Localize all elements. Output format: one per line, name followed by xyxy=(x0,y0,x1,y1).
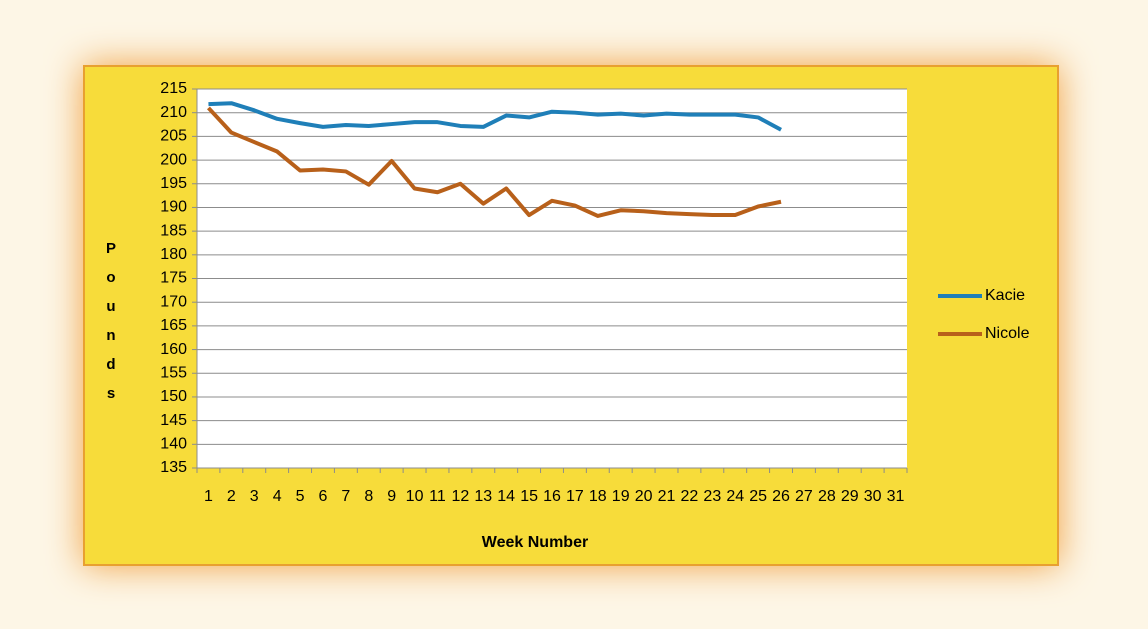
x-tick-label: 9 xyxy=(387,488,396,505)
y-tick-label: 215 xyxy=(160,80,187,97)
y-tick-label: 170 xyxy=(160,293,187,310)
x-tick-label: 10 xyxy=(406,488,424,505)
x-tick-label: 17 xyxy=(566,488,584,505)
x-tick-label: 6 xyxy=(319,488,328,505)
x-tick-label: 7 xyxy=(341,488,350,505)
x-tick-label: 12 xyxy=(451,488,469,505)
x-tick-label: 15 xyxy=(520,488,538,505)
series-line xyxy=(208,101,782,132)
x-tick-label: 27 xyxy=(795,488,813,505)
x-tick-label: 1 xyxy=(204,488,213,505)
x-axis-label: Week Number xyxy=(482,534,588,551)
x-tick-label: 4 xyxy=(273,488,282,505)
x-tick-label: 3 xyxy=(250,488,259,505)
x-tick-label: 11 xyxy=(429,488,446,505)
x-tick-label: 24 xyxy=(726,488,744,505)
x-tick-label: 19 xyxy=(612,488,630,505)
y-tick-label: 160 xyxy=(160,341,187,358)
y-tick-label: 185 xyxy=(160,222,187,239)
y-tick-label: 150 xyxy=(160,388,187,405)
x-tick-label: 16 xyxy=(543,488,561,505)
x-tick-label: 31 xyxy=(887,488,905,505)
x-tick-label: 8 xyxy=(364,488,373,505)
x-tick-label: 18 xyxy=(589,488,607,505)
x-tick-label: 25 xyxy=(749,488,767,505)
x-tick-label: 5 xyxy=(296,488,305,505)
y-tick-label: 140 xyxy=(160,436,187,453)
x-tick-label: 21 xyxy=(658,488,676,505)
x-tick-label: 23 xyxy=(703,488,721,505)
y-tick-label: 195 xyxy=(160,175,187,192)
x-tick-label: 20 xyxy=(635,488,653,505)
legend-label: Kacie xyxy=(985,287,1025,304)
y-tick-label: 155 xyxy=(160,364,187,381)
y-axis-label: Pounds xyxy=(103,240,120,414)
y-tick-label: 200 xyxy=(160,151,187,168)
y-tick-label: 205 xyxy=(160,128,187,145)
x-tick-label: 29 xyxy=(841,488,859,505)
x-tick-label: 2 xyxy=(227,488,236,505)
y-tick-label: 165 xyxy=(160,317,187,334)
y-tick-label: 180 xyxy=(160,246,187,263)
x-tick-label: 22 xyxy=(681,488,699,505)
legend-label: Nicole xyxy=(985,325,1030,342)
x-tick-label: 14 xyxy=(497,488,515,505)
x-tick-label: 26 xyxy=(772,488,790,505)
y-tick-label: 135 xyxy=(160,459,187,476)
series-line xyxy=(206,106,782,218)
y-tick-label: 210 xyxy=(160,104,187,121)
x-tick-label: 28 xyxy=(818,488,836,505)
x-tick-label: 30 xyxy=(864,488,882,505)
y-tick-label: 190 xyxy=(160,199,187,216)
y-tick-label: 145 xyxy=(160,412,187,429)
y-tick-label: 175 xyxy=(160,270,187,287)
x-tick-label: 13 xyxy=(474,488,492,505)
